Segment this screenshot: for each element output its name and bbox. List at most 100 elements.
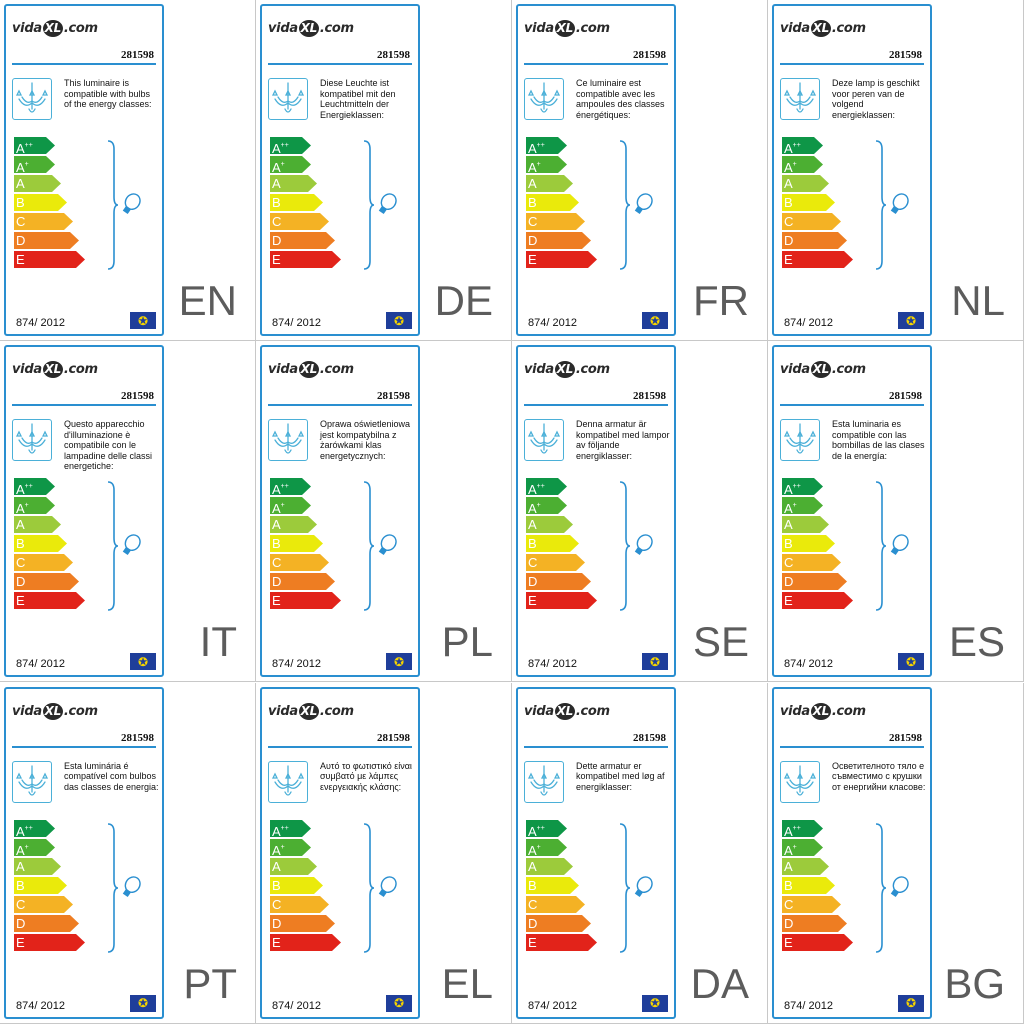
energy-class-letter: A+: [528, 501, 541, 517]
energy-class-letter: A++: [16, 141, 33, 156]
energy-class-letter: B: [784, 195, 793, 210]
energy-class-letter: E: [528, 593, 537, 609]
eu-flag-icon: ✪: [130, 994, 156, 1012]
logo-text-post: .com: [831, 21, 866, 36]
energy-class-arrow: [270, 175, 317, 192]
chandelier-icon: [12, 78, 52, 120]
energy-class-letter: A: [528, 858, 537, 874]
energy-class-letter: A: [16, 858, 25, 874]
chandelier-icon: [268, 760, 308, 803]
energy-class-arrow: [14, 232, 79, 249]
energy-label-card: vida XL .com 281598 Dette armatur er kompati…: [516, 686, 676, 1019]
energy-class-arrow: [526, 895, 585, 913]
brand-logo: vida XL .com: [780, 361, 866, 379]
bulb-icon: [376, 534, 406, 565]
energy-class-letter: B: [272, 877, 281, 893]
logo-badge: XL: [554, 20, 575, 37]
logo-text-pre: vida: [524, 703, 554, 719]
logo-badge: XL: [810, 702, 831, 720]
bulb-icon: [376, 875, 406, 907]
energy-class-letter: D: [272, 915, 282, 931]
logo-text-post: .com: [63, 703, 98, 719]
chandelier-icon: [524, 78, 564, 120]
energy-class-arrow: [526, 137, 567, 154]
energy-class-arrow: [14, 251, 85, 268]
energy-class-arrow: [270, 232, 335, 249]
logo-text-post: .com: [575, 21, 610, 36]
energy-class-letter: D: [784, 233, 794, 248]
product-code: 281598: [633, 731, 666, 744]
energy-class-letter: B: [784, 877, 793, 893]
product-code: 281598: [121, 390, 154, 403]
label-cell: vida XL .com 281598 Esta luminaria es compat…: [768, 341, 1024, 683]
energy-class-letter: A: [16, 176, 25, 191]
energy-class-letter: D: [16, 574, 26, 590]
bulb-icon: [888, 534, 918, 565]
range-brace-icon: [362, 822, 376, 959]
energy-class-arrow: [14, 819, 55, 837]
compatibility-text: Ce luminaire est compatible avec les amp…: [576, 78, 665, 120]
regulation-number: 874/ 2012: [272, 999, 321, 1012]
product-code: 281598: [633, 390, 666, 403]
energy-class-letter: A+: [16, 842, 29, 858]
energy-class-letter: A++: [784, 482, 801, 498]
energy-class-arrow: [270, 156, 311, 173]
label-cell: vida XL .com 281598 Esta luminária é compatí…: [0, 682, 256, 1024]
energy-class-letter: A+: [272, 160, 285, 175]
energy-class-arrow: [270, 573, 335, 591]
energy-class-letter: E: [16, 934, 25, 950]
label-cell: vida XL .com 281598 Осветителното тяло е съв…: [768, 682, 1024, 1024]
energy-class-letter: A+: [528, 842, 541, 858]
product-code: 281598: [889, 731, 922, 744]
eu-stars-icon: ✪: [393, 996, 405, 1011]
energy-class-letter: A+: [784, 842, 797, 858]
eu-stars-icon: ✪: [649, 996, 661, 1011]
language-code: FR: [693, 277, 749, 324]
energy-class-arrow: [526, 213, 585, 230]
divider-line: [12, 745, 156, 748]
energy-class-arrow: [782, 876, 835, 894]
range-brace-icon: [618, 139, 632, 276]
energy-class-arrow: [270, 857, 317, 875]
energy-label-card: vida XL .com 281598 Ce luminaire est compati…: [516, 4, 676, 336]
language-code: IT: [199, 618, 237, 666]
energy-class-arrow: [526, 592, 597, 610]
energy-class-arrow: [14, 516, 61, 534]
divider-line: [524, 745, 668, 748]
energy-class-arrow: [526, 838, 567, 856]
energy-class-plus: ++: [792, 142, 801, 149]
energy-class-letter: C: [784, 555, 794, 571]
chandelier-icon: [780, 760, 820, 803]
bulb-icon: [120, 534, 150, 565]
logo-text-pre: vida: [780, 703, 810, 719]
logo-text-post: .com: [319, 362, 354, 378]
logo-text-pre: vida: [524, 362, 554, 378]
energy-class-letter: A++: [528, 141, 545, 156]
energy-class-letter: A++: [16, 482, 33, 498]
logo-badge: XL: [42, 361, 63, 379]
energy-class-arrow: [526, 933, 597, 951]
regulation-number: 874/ 2012: [16, 317, 65, 329]
range-brace-icon: [106, 480, 120, 617]
language-code: PL: [441, 618, 493, 666]
energy-class-plus: +: [536, 502, 541, 510]
energy-class-plus: +: [280, 161, 285, 168]
energy-class-letter: E: [16, 252, 25, 267]
logo-text-pre: vida: [268, 362, 298, 378]
energy-class-letter: B: [528, 536, 537, 552]
energy-class-arrow: [270, 535, 323, 553]
energy-class-letter: A: [528, 517, 537, 533]
energy-class-arrow: [782, 914, 847, 932]
energy-class-arrow: [782, 838, 823, 856]
divider-line: [12, 63, 156, 65]
energy-class-letter: C: [16, 555, 26, 571]
eu-stars-icon: ✪: [905, 996, 917, 1011]
energy-class-letter: B: [784, 536, 793, 552]
label-cell: vida XL .com 281598 Questo apparecchio d'ill…: [0, 341, 256, 683]
energy-class-arrow: [782, 895, 841, 913]
energy-class-letter: B: [272, 536, 281, 552]
energy-class-letter: C: [272, 896, 282, 912]
language-code: NL: [951, 277, 1005, 324]
energy-class-letter: A: [272, 517, 281, 533]
energy-class-arrow: [270, 592, 341, 610]
